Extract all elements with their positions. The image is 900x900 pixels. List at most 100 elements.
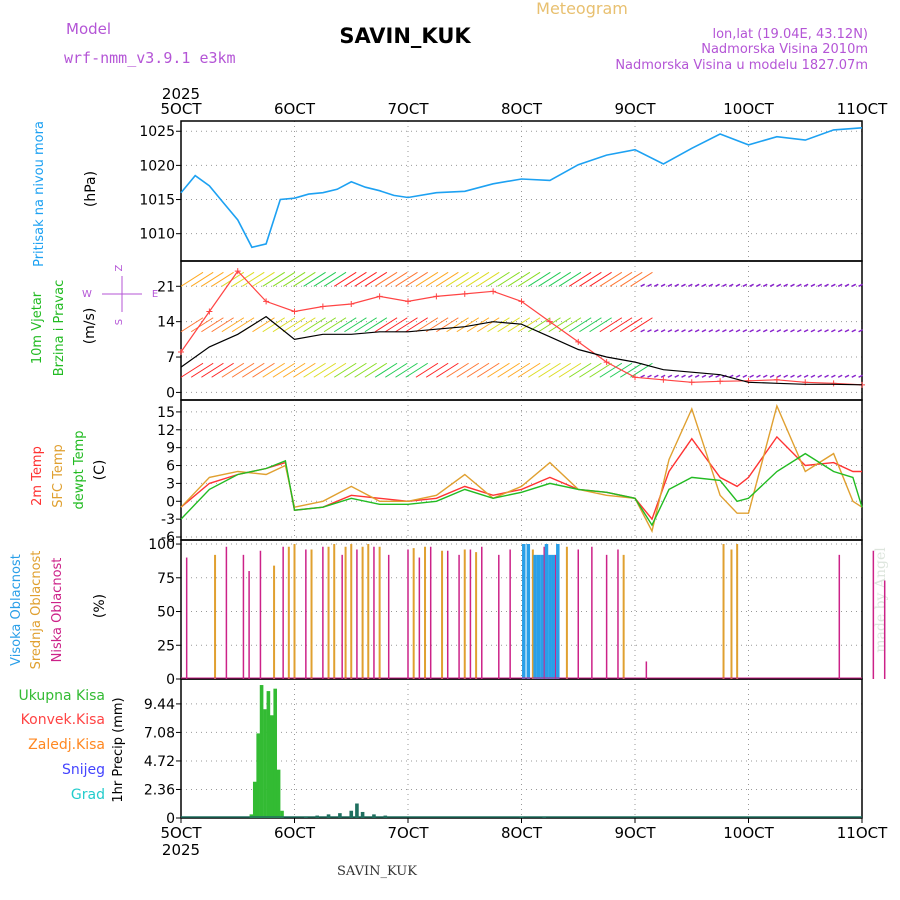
y-tick-label: 12 bbox=[157, 423, 175, 439]
wind-barb bbox=[749, 329, 754, 333]
wind-barb bbox=[831, 329, 836, 333]
wind-barb bbox=[374, 317, 398, 333]
wind-barb bbox=[667, 329, 673, 333]
wind-barb bbox=[344, 317, 367, 333]
wind-barb bbox=[762, 283, 768, 287]
gust-marker bbox=[178, 348, 184, 355]
wind-barb bbox=[735, 283, 741, 287]
x-tick-label-top: 11OCT bbox=[837, 100, 888, 118]
wind-barb bbox=[262, 271, 285, 287]
wind-barb bbox=[762, 374, 768, 378]
wind-barb bbox=[282, 317, 306, 333]
wind-barb bbox=[599, 317, 623, 333]
wind-barb bbox=[769, 283, 775, 287]
wind-barb bbox=[783, 329, 789, 333]
wind-barb bbox=[722, 283, 727, 287]
wind-barb bbox=[221, 317, 245, 333]
wind-barb bbox=[688, 329, 693, 333]
wind-barb bbox=[715, 283, 720, 287]
wind-barb bbox=[769, 374, 775, 378]
wind-barb bbox=[803, 374, 809, 378]
x-tick-label-bottom: 6OCT bbox=[274, 824, 316, 842]
wind-barb bbox=[728, 329, 734, 333]
wind-barb bbox=[701, 329, 707, 333]
wind-barb bbox=[790, 329, 795, 333]
wind-barb bbox=[201, 362, 224, 378]
wind-barb bbox=[323, 317, 347, 333]
wind-barb bbox=[558, 362, 582, 378]
y-tick-label: 50 bbox=[157, 605, 175, 621]
wind-barb bbox=[817, 374, 823, 378]
wind-barb bbox=[507, 317, 531, 333]
wind-barb bbox=[858, 374, 863, 378]
gust-marker bbox=[348, 300, 355, 307]
wind-barb bbox=[262, 317, 285, 333]
wind-barb bbox=[415, 271, 439, 287]
precip-bar bbox=[355, 803, 359, 818]
wind-barb bbox=[364, 362, 388, 378]
wind-barb bbox=[313, 317, 337, 333]
y-tick-label: 1025 bbox=[139, 124, 175, 140]
x-tick-label-top: 8OCT bbox=[501, 100, 543, 118]
model-elevation: Nadmorska Visina u modelu 1827.07m bbox=[615, 58, 868, 73]
y-tick-label: 21 bbox=[157, 279, 175, 295]
x-tick-label-bottom: 7OCT bbox=[388, 824, 430, 842]
wind-barb bbox=[783, 283, 789, 287]
cloud-unit: (%) bbox=[92, 594, 108, 618]
dewpt-line bbox=[180, 452, 863, 527]
wind-barb bbox=[242, 362, 265, 378]
wind-barb bbox=[674, 374, 680, 378]
wind-barb bbox=[810, 283, 816, 287]
year-bottom: 2025 bbox=[162, 841, 200, 859]
wind-barb bbox=[476, 362, 500, 378]
wind-barb bbox=[293, 271, 316, 287]
wind-barb bbox=[688, 283, 693, 287]
wind-unit: (m/s) bbox=[82, 308, 98, 345]
wind-barb bbox=[674, 329, 680, 333]
wind-barb bbox=[385, 271, 408, 287]
wind-label-2: Brzina i Pravac bbox=[52, 280, 67, 377]
gust-line bbox=[180, 270, 863, 386]
wind-barb bbox=[837, 283, 843, 287]
pressure-line bbox=[180, 127, 863, 249]
y-tick-label: -6 bbox=[161, 530, 175, 546]
gust-marker bbox=[518, 298, 525, 305]
y-tick-label: 14 bbox=[157, 315, 175, 331]
y-tick-label: 2.36 bbox=[144, 782, 175, 798]
wind-barb bbox=[252, 362, 275, 378]
wind-barb bbox=[769, 329, 775, 333]
wind-barb bbox=[701, 283, 707, 287]
credit: made by Angel bbox=[873, 547, 889, 653]
wind-barb bbox=[742, 329, 748, 333]
wind-barb bbox=[694, 374, 700, 378]
y-tick-label: 0 bbox=[166, 494, 175, 510]
wind-barb bbox=[405, 362, 428, 378]
x-tick-label-bottom: 10OCT bbox=[723, 824, 774, 842]
wind-barb bbox=[466, 271, 490, 287]
gust-marker bbox=[291, 308, 298, 315]
legend-snow: Snijeg bbox=[62, 762, 105, 778]
wind-barb bbox=[282, 362, 306, 378]
wind-barb bbox=[599, 362, 623, 378]
wind-barb bbox=[221, 362, 245, 378]
wind-barb bbox=[180, 317, 204, 333]
wind-barb bbox=[630, 317, 653, 333]
wind-barb bbox=[395, 362, 418, 378]
wind-barb bbox=[415, 362, 439, 378]
y-tick-label: 4.72 bbox=[144, 754, 175, 770]
temp-label-3: dewpt Temp bbox=[72, 430, 87, 509]
wind-barb bbox=[858, 283, 863, 287]
wind-barb bbox=[385, 362, 408, 378]
wind-barb bbox=[790, 374, 795, 378]
wind-barb bbox=[749, 374, 754, 378]
cloud-label-3: Niska Oblacnost bbox=[50, 558, 65, 663]
x-tick-label-top: 6OCT bbox=[274, 100, 316, 118]
gust-marker bbox=[263, 298, 270, 305]
wind-barb bbox=[722, 329, 727, 333]
x-tick-label-bottom: 8OCT bbox=[501, 824, 543, 842]
precip-bar bbox=[349, 810, 354, 818]
wind-barb bbox=[653, 329, 659, 333]
wind-barb bbox=[647, 374, 652, 378]
wind-barb bbox=[851, 329, 857, 333]
